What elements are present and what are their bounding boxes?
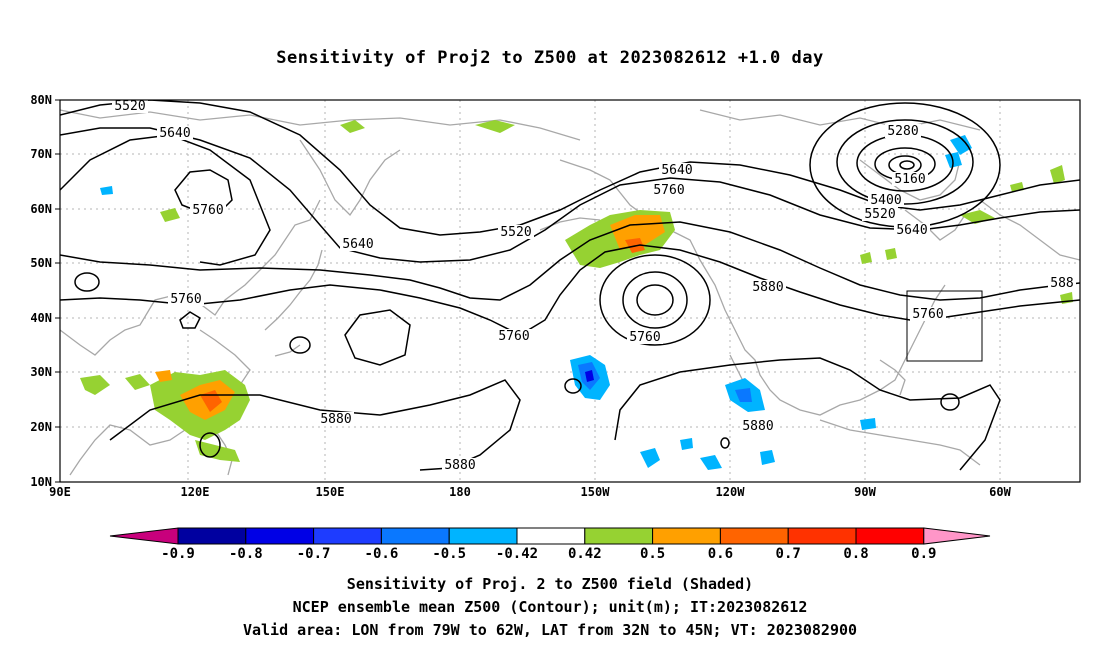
lat-label: 50N: [30, 256, 52, 270]
contour-label: 5760: [653, 183, 684, 198]
colorbar-swatch: [245, 527, 315, 545]
colorbar-label: 0.7: [776, 546, 801, 562]
latitude-labels: 80N 70N 60N 50N 40N 30N 20N 10N: [30, 93, 52, 489]
valid-area-box: [906, 290, 983, 362]
colorbar-label: -0.9: [161, 546, 195, 562]
colorbar-swatch: [380, 527, 450, 545]
lon-label: 180: [449, 485, 471, 499]
colorbar-label: -0.42: [496, 546, 538, 562]
contour-label: 5880: [444, 458, 475, 473]
contour-label: 5760: [170, 292, 201, 307]
lat-label: 60N: [30, 202, 52, 216]
contour-label: 5760: [498, 329, 529, 344]
contour-label: 5520: [114, 99, 145, 114]
lon-label: 150W: [581, 485, 611, 499]
colorbar-swatch: [516, 527, 586, 545]
lat-label: 20N: [30, 420, 52, 434]
contour-label: 5880: [752, 280, 783, 295]
colorbar-label: -0.7: [297, 546, 331, 562]
contour-label: 5640: [661, 163, 692, 178]
contour-label: 5640: [342, 237, 373, 252]
colorbar-label: 0.5: [640, 546, 665, 562]
footer-caption: Sensitivity of Proj. 2 to Z500 field (Sh…: [0, 573, 1100, 642]
contour-label: 5160: [894, 172, 925, 187]
contour-label: 5760: [629, 330, 660, 345]
lon-label: 90E: [49, 485, 71, 499]
footer-line-2: NCEP ensemble mean Z500 (Contour); unit(…: [292, 598, 808, 616]
lat-label: 40N: [30, 311, 52, 325]
colorbar-label: 0.8: [843, 546, 868, 562]
colorbar-swatch: [787, 527, 857, 545]
colorbar-swatch: [177, 527, 247, 545]
contour-label: 5760: [192, 203, 223, 218]
contour-label: 5400: [870, 193, 901, 208]
contour-label: 5520: [500, 225, 531, 240]
colorbar-swatch: [719, 527, 789, 545]
colorbar-min-arrow: [109, 527, 179, 545]
contour-label: 5640: [896, 223, 927, 238]
lon-label: 60W: [989, 485, 1011, 499]
lat-label: 80N: [30, 93, 52, 107]
lon-label: 120W: [716, 485, 746, 499]
colorbar-label: -0.6: [365, 546, 399, 562]
contour-label: 5760: [912, 307, 943, 322]
contour-label: 588: [1050, 276, 1073, 291]
lat-label: 30N: [30, 365, 52, 379]
colorbar-swatch: [855, 527, 925, 545]
contour-label: 5520: [864, 207, 895, 222]
lat-label: 10N: [30, 475, 52, 489]
footer-line-1: Sensitivity of Proj. 2 to Z500 field (Sh…: [346, 575, 754, 593]
map-frame: [59, 99, 1081, 483]
colorbar-label: 0.42: [568, 546, 602, 562]
contour-label: 5640: [159, 126, 190, 141]
z500-contours: [60, 100, 1080, 471]
colorbar-swatch: [313, 527, 382, 545]
chart-title: Sensitivity of Proj2 to Z500 at 20230826…: [276, 48, 824, 68]
colorbar-label: 0.9: [911, 546, 936, 562]
lon-label: 150E: [316, 485, 345, 499]
colorbar-label: -0.8: [229, 546, 263, 562]
contour-label: 5280: [887, 124, 918, 139]
colorbar-swatch: [448, 527, 518, 545]
contour-label: 5880: [320, 412, 351, 427]
lat-label: 70N: [30, 147, 52, 161]
colorbar-label: -0.5: [432, 546, 466, 562]
lon-label: 90W: [854, 485, 876, 499]
footer-line-3: Valid area: LON from 79W to 62W, LAT fro…: [242, 621, 858, 639]
contour-label: 5880: [742, 419, 773, 434]
colorbar: -0.9 -0.8 -0.7 -0.6 -0.5 -0.42 0.42 0.5 0.6 0.7 0.…: [109, 527, 991, 562]
colorbar-max-arrow: [923, 527, 991, 545]
colorbar-swatch: [652, 527, 721, 545]
colorbar-label: 0.6: [708, 546, 733, 562]
longitude-labels: 90E 120E 150E 180 150W 120W 90W 60W: [49, 485, 1011, 499]
colorbar-swatch: [584, 527, 654, 545]
lon-label: 120E: [181, 485, 210, 499]
